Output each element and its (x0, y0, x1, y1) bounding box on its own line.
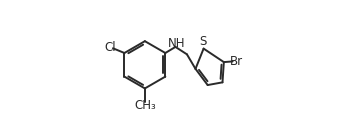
Text: Br: Br (230, 55, 243, 68)
Text: CH₃: CH₃ (134, 99, 156, 112)
Text: Cl: Cl (104, 41, 116, 54)
Text: S: S (199, 35, 207, 48)
Text: NH: NH (167, 37, 185, 50)
